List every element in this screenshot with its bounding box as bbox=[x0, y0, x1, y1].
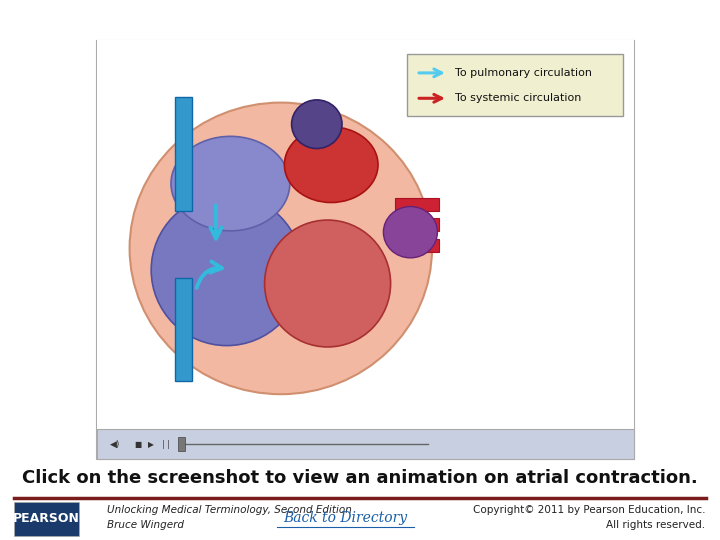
Text: Copyright© 2011 by Pearson Education, Inc.: Copyright© 2011 by Pearson Education, In… bbox=[473, 505, 706, 515]
Bar bbox=[395, 198, 439, 211]
Text: ▶: ▶ bbox=[148, 440, 153, 449]
Text: All rights reserved.: All rights reserved. bbox=[606, 520, 706, 530]
Ellipse shape bbox=[265, 220, 391, 347]
Text: Click on the screenshot to view an animation on atrial contraction.: Click on the screenshot to view an anima… bbox=[22, 469, 698, 487]
Bar bbox=[175, 278, 192, 381]
Text: Bruce Wingerd: Bruce Wingerd bbox=[107, 520, 184, 530]
Text: PEARSON: PEARSON bbox=[14, 512, 80, 525]
FancyBboxPatch shape bbox=[407, 54, 623, 116]
Text: To pulmonary circulation: To pulmonary circulation bbox=[455, 68, 592, 78]
Ellipse shape bbox=[292, 100, 342, 149]
Text: Unlocking Medical Terminology, Second Edition: Unlocking Medical Terminology, Second Ed… bbox=[107, 505, 351, 515]
Text: Back to Directory: Back to Directory bbox=[284, 511, 408, 525]
Bar bbox=[97, 40, 634, 459]
Ellipse shape bbox=[284, 127, 378, 202]
Bar bbox=[97, 40, 634, 429]
Bar bbox=[395, 239, 439, 252]
Bar bbox=[178, 437, 185, 451]
Text: ■: ■ bbox=[135, 440, 142, 449]
Ellipse shape bbox=[130, 103, 432, 394]
Text: ◀): ◀) bbox=[110, 440, 120, 449]
Text: To systemic circulation: To systemic circulation bbox=[455, 93, 582, 103]
Bar bbox=[395, 218, 439, 231]
Ellipse shape bbox=[171, 136, 289, 231]
Ellipse shape bbox=[151, 194, 302, 346]
Ellipse shape bbox=[383, 207, 438, 258]
Bar bbox=[14, 502, 79, 536]
Bar bbox=[97, 429, 634, 459]
Bar bbox=[175, 97, 192, 211]
Text: | |: | | bbox=[162, 440, 170, 449]
